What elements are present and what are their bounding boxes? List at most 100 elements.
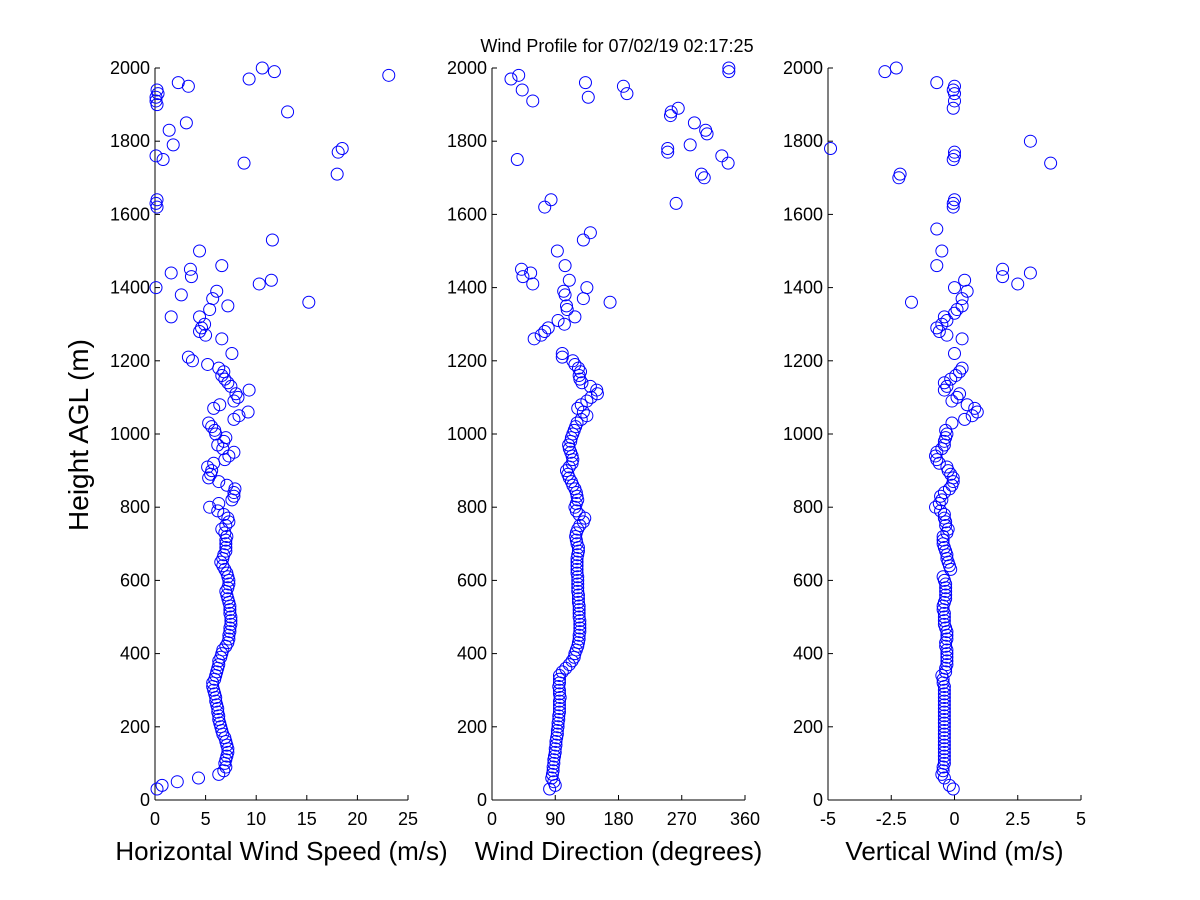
data-point-vertical (939, 544, 953, 558)
data-point-direction (526, 94, 540, 108)
data-point-direction (559, 299, 573, 313)
y-tick-label-direction: 800 (457, 497, 487, 517)
data-point-direction (571, 577, 585, 591)
data-point-speed (221, 299, 235, 313)
data-point-speed (232, 409, 246, 423)
data-point-vertical (940, 427, 954, 441)
data-point-speed (212, 712, 226, 726)
x-tick-label-speed: 5 (201, 809, 211, 829)
x-axis-label-speed: Horizontal Wind Speed (m/s) (115, 836, 447, 866)
data-point-direction (552, 702, 566, 715)
data-point-direction (572, 603, 586, 617)
data-point-vertical (950, 390, 964, 404)
data-point-vertical (944, 467, 958, 481)
data-point-speed (223, 603, 237, 617)
data-point-speed (225, 346, 239, 360)
data-point-direction (510, 153, 524, 166)
data-point-vertical (929, 449, 943, 463)
data-point-direction (661, 142, 675, 156)
data-point-vertical (955, 299, 969, 313)
data-point-speed (211, 438, 225, 452)
data-point-direction (570, 562, 584, 576)
data-point-direction (562, 460, 576, 474)
data-point-direction (603, 295, 617, 309)
data-point-speed (241, 405, 255, 419)
data-point-direction (552, 698, 566, 712)
data-point-direction (524, 266, 538, 280)
data-point-direction (570, 416, 584, 430)
y-tick-label-direction: 1400 (447, 278, 487, 298)
y-tick-label-direction: 400 (457, 644, 487, 664)
data-point-vertical (953, 365, 967, 379)
data-point-speed (214, 555, 228, 569)
data-point-direction (571, 573, 585, 587)
x-tick-label-direction: 0 (487, 809, 497, 829)
data-point-speed (228, 482, 242, 496)
data-point-speed (330, 167, 344, 181)
data-point-direction (570, 559, 584, 573)
data-point-direction (583, 379, 597, 393)
data-point-direction (562, 658, 576, 672)
data-point-vertical (1023, 134, 1037, 148)
data-point-direction (552, 672, 566, 686)
data-point-vertical (940, 314, 954, 328)
data-point-vertical (946, 101, 960, 115)
data-point-direction (555, 346, 569, 360)
y-tick-label-speed: 1400 (110, 278, 150, 298)
data-point-direction (576, 233, 590, 247)
data-point-direction (555, 665, 569, 679)
data-point-direction (568, 357, 582, 371)
data-point-speed (224, 617, 238, 631)
data-point-speed (231, 390, 245, 404)
data-point-direction (564, 475, 578, 489)
data-point-vertical (955, 361, 969, 375)
data-point-speed (267, 65, 281, 79)
data-point-direction (570, 566, 584, 580)
data-point-vertical (960, 398, 974, 412)
data-point-direction (572, 606, 586, 620)
data-point-vertical (937, 683, 951, 697)
data-point-direction (538, 325, 552, 339)
data-point-vertical (958, 412, 972, 426)
data-point-speed (227, 394, 241, 408)
data-point-speed (216, 559, 230, 573)
data-point-speed (149, 149, 163, 163)
data-point-vertical (942, 559, 956, 573)
x-tick-label-speed: 10 (246, 809, 266, 829)
data-point-direction (697, 171, 711, 185)
data-point-speed (217, 508, 231, 522)
y-tick-label-vertical: 0 (813, 790, 823, 810)
data-point-direction (583, 226, 597, 240)
data-point-speed (281, 105, 295, 119)
y-tick-label-vertical: 1600 (783, 204, 823, 224)
data-point-speed (185, 354, 199, 368)
data-point-vertical (948, 79, 961, 93)
data-point-speed (170, 775, 184, 789)
data-point-speed (221, 376, 235, 390)
data-point-direction (548, 745, 562, 759)
data-point-vertical (937, 376, 951, 390)
data-point-speed (202, 416, 216, 430)
data-point-speed (193, 244, 207, 258)
data-point-speed (207, 401, 221, 415)
y-tick-label-vertical: 1000 (783, 424, 823, 444)
y-tick-label-speed: 600 (120, 570, 150, 590)
data-point-speed (150, 83, 164, 97)
y-tick-label-direction: 1200 (447, 351, 487, 371)
y-tick-label-vertical: 1800 (783, 131, 823, 151)
y-tick-label-direction: 600 (457, 570, 487, 590)
data-point-direction (516, 270, 530, 284)
data-point-speed (227, 489, 241, 503)
data-point-direction (571, 401, 585, 415)
data-point-vertical (946, 83, 960, 97)
data-point-vertical (939, 431, 953, 445)
data-point-speed (224, 614, 238, 628)
data-point-vertical (946, 782, 960, 796)
data-point-vertical (958, 273, 972, 287)
data-point-direction (549, 738, 563, 752)
data-point-direction (504, 72, 518, 86)
data-point-vertical (936, 533, 950, 547)
data-point-speed (215, 332, 229, 346)
data-point-speed (198, 317, 212, 331)
data-point-vertical (937, 753, 951, 767)
